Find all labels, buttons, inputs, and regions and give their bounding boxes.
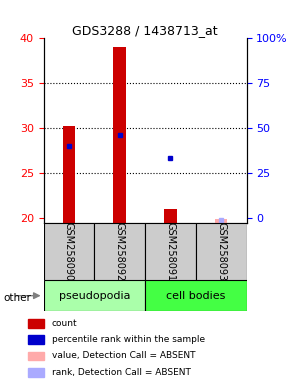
- Text: rank, Detection Call = ABSENT: rank, Detection Call = ABSENT: [52, 367, 191, 376]
- Bar: [215, 219, 227, 223]
- Bar: [164, 209, 177, 223]
- Bar: [28, 352, 44, 360]
- Text: percentile rank within the sample: percentile rank within the sample: [52, 335, 205, 344]
- Bar: [28, 336, 44, 344]
- Text: cell bodies: cell bodies: [166, 291, 225, 301]
- Bar: [44, 223, 94, 280]
- Bar: [113, 47, 126, 223]
- Bar: [94, 223, 145, 280]
- Bar: [145, 280, 246, 311]
- Text: other: other: [3, 293, 31, 303]
- Text: GSM258090: GSM258090: [64, 222, 74, 281]
- Bar: [145, 223, 196, 280]
- Text: GSM258092: GSM258092: [115, 222, 125, 281]
- Text: value, Detection Call = ABSENT: value, Detection Call = ABSENT: [52, 351, 195, 360]
- Bar: [63, 126, 75, 223]
- Text: GSM258091: GSM258091: [165, 222, 175, 281]
- Text: count: count: [52, 319, 77, 328]
- Bar: [28, 368, 44, 377]
- Bar: [44, 280, 145, 311]
- Bar: [28, 319, 44, 328]
- Bar: [196, 223, 246, 280]
- Text: GSM258093: GSM258093: [216, 222, 226, 281]
- Text: pseudopodia: pseudopodia: [59, 291, 130, 301]
- Title: GDS3288 / 1438713_at: GDS3288 / 1438713_at: [72, 24, 218, 37]
